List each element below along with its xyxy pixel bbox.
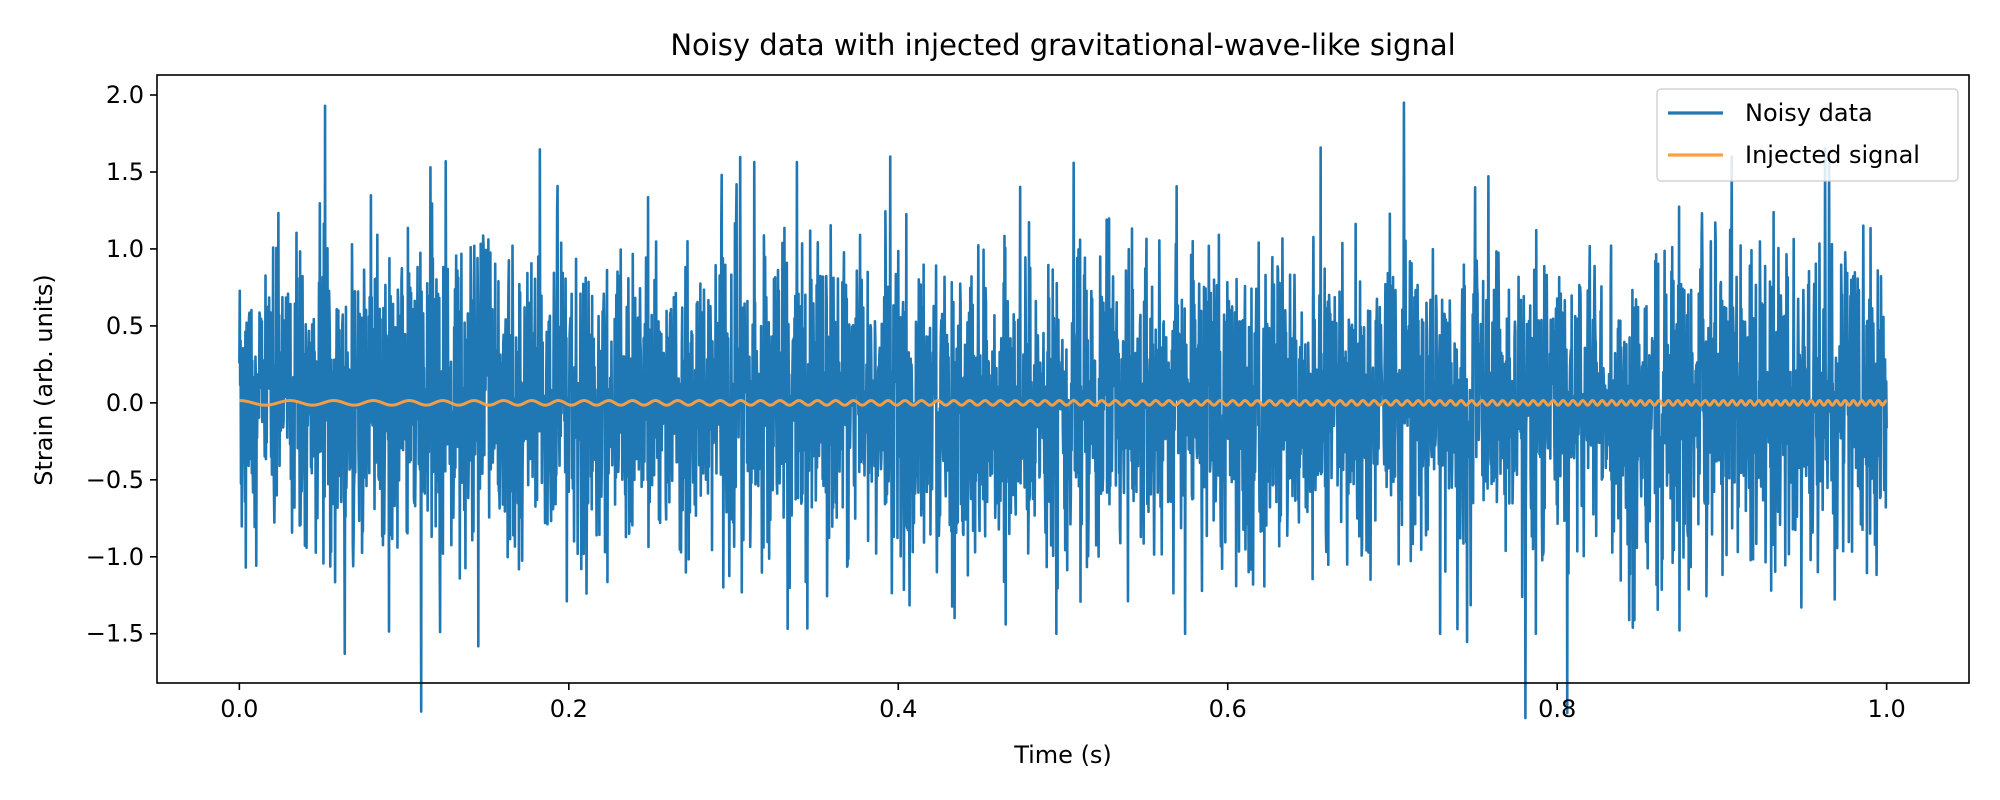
y-axis-title: Strain (arb. units) — [30, 274, 58, 486]
x-tick-label: 0.6 — [1209, 695, 1247, 723]
legend: Noisy data Injected signal — [1656, 88, 1959, 182]
x-tick-label: 0.8 — [1538, 695, 1576, 723]
x-tick-label: 0.0 — [220, 695, 258, 723]
series-noisy-data-line — [238, 101, 1888, 720]
x-tick-label: 1.0 — [1868, 695, 1906, 723]
y-tick-label: 2.0 — [106, 81, 144, 109]
y-tick-label: −0.5 — [86, 466, 144, 494]
x-tick-label: 0.2 — [550, 695, 588, 723]
y-tick-label: 0.0 — [106, 389, 144, 417]
y-tick-label: 0.5 — [106, 312, 144, 340]
x-axis-title: Time (s) — [1013, 741, 1112, 769]
y-tick-label: 1.0 — [106, 235, 144, 263]
legend-box — [1656, 88, 1959, 182]
x-tick-label: 0.4 — [879, 695, 917, 723]
y-tick-label: −1.5 — [86, 620, 144, 648]
legend-label-noisy-data: Noisy data — [1745, 99, 1873, 127]
x-axis: 0.0 0.2 0.4 0.6 0.8 1.0 — [220, 683, 1906, 723]
series-injected-signal-line — [239, 399, 1888, 407]
chart-title: Noisy data with injected gravitational-w… — [670, 28, 1455, 62]
legend-label-injected-signal: Injected signal — [1745, 141, 1920, 169]
plot-area — [238, 101, 1888, 720]
y-axis: −1.5 −1.0 −0.5 0.0 0.5 1.0 1.5 2.0 — [86, 81, 157, 648]
y-tick-label: −1.0 — [86, 543, 144, 571]
y-tick-label: 1.5 — [106, 158, 144, 186]
axes-frame — [156, 74, 1970, 684]
